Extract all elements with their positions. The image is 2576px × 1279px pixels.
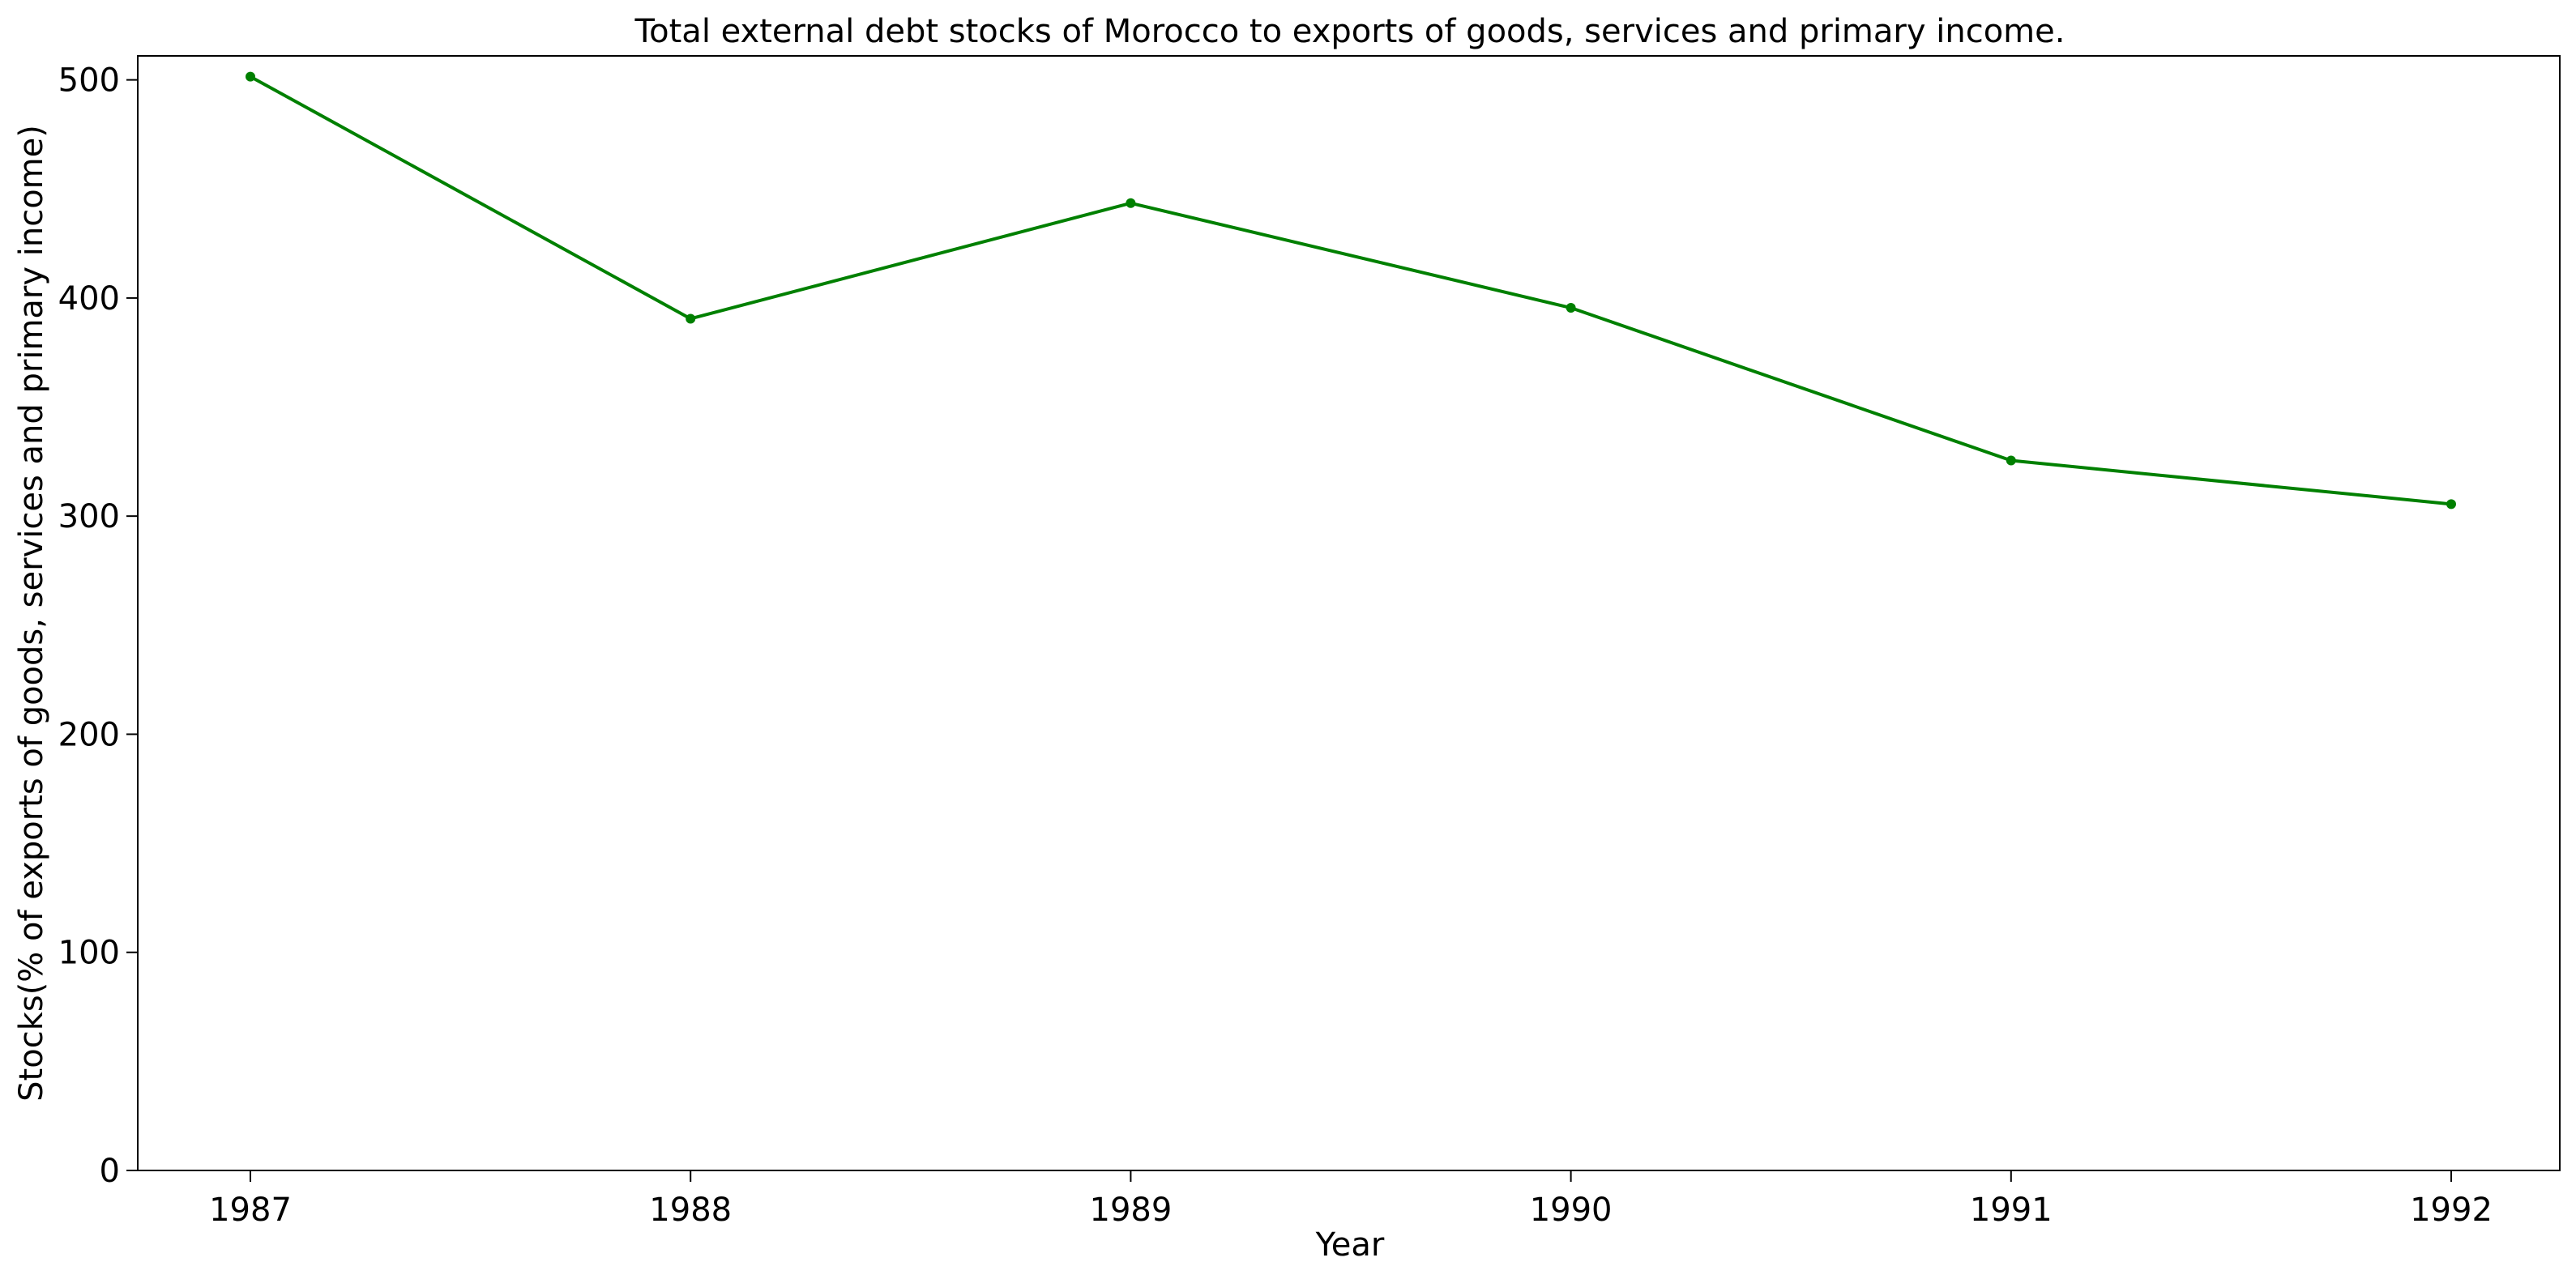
data-point (1566, 303, 1576, 313)
data-point (1126, 198, 1136, 208)
x-tick-label: 1990 (1530, 1192, 1613, 1229)
y-tick-label: 500 (58, 62, 120, 100)
data-point (246, 71, 255, 82)
data-point (686, 313, 696, 324)
x-tick-label: 1992 (2410, 1192, 2493, 1229)
y-tick-label: 200 (58, 716, 120, 753)
x-tick-label: 1988 (649, 1192, 732, 1229)
x-axis-label: Year (1315, 1226, 1385, 1264)
y-tick-label: 0 (100, 1153, 120, 1190)
data-point (2006, 455, 2016, 466)
series-points (246, 71, 2456, 509)
data-point (2446, 499, 2456, 509)
x-axis-ticks: 1987 1988 1989 1990 1991 1992 (209, 1170, 2493, 1229)
x-tick-label: 1991 (1970, 1192, 2053, 1229)
series-line (250, 75, 2452, 506)
y-axis-label: Stocks(% of exports of goods, services a… (13, 125, 50, 1102)
chart-title: Total external debt stocks of Morocco to… (634, 13, 2065, 50)
x-tick-label: 1987 (209, 1192, 292, 1229)
y-tick-label: 400 (58, 280, 120, 318)
y-tick-label: 100 (58, 935, 120, 972)
x-tick-label: 1989 (1090, 1192, 1173, 1229)
plot-area-frame (137, 55, 2561, 1171)
y-tick-label: 300 (58, 498, 120, 535)
y-axis-ticks: 0 100 200 300 400 500 (58, 62, 138, 1190)
